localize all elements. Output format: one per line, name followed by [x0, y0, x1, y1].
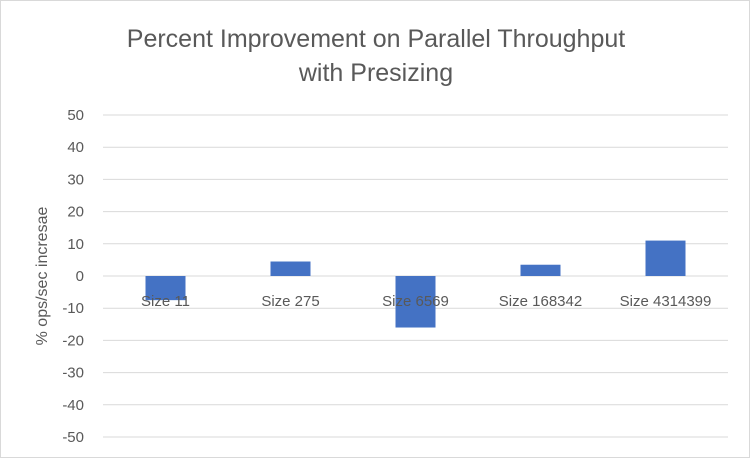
x-tick-label: Size 275: [261, 293, 319, 310]
bars: [145, 240, 686, 328]
x-tick-label: Size 11: [141, 293, 190, 310]
x-tick-label: Size 6569: [382, 293, 449, 310]
bar-size-11: [145, 276, 186, 301]
y-tick-label: 50: [67, 107, 84, 124]
y-tick-label: 30: [67, 171, 84, 188]
chart-title-line-1: Percent Improvement on Parallel Throughp…: [127, 25, 625, 53]
y-axis-label: % ops/sec incresae: [34, 207, 51, 346]
gridlines: [103, 114, 728, 438]
bar-size-4314399: [645, 240, 686, 276]
y-tick-label: -20: [62, 332, 84, 349]
y-tick-label: 10: [67, 236, 84, 253]
x-tick-label: Size 4314399: [620, 293, 712, 310]
bar-size-6569: [395, 276, 436, 328]
y-tick-label: -50: [62, 429, 84, 446]
chart-title-line-2: with Presizing: [298, 59, 453, 87]
x-tick-label: Size 168342: [499, 293, 582, 310]
y-tick-label: -10: [62, 300, 84, 317]
y-tick-label: -30: [62, 365, 84, 382]
x-axis-ticks: Size 11 Size 275 Size 6569 Size 168342 Size …: [141, 293, 711, 310]
y-tick-label: -40: [62, 397, 84, 414]
y-axis-ticks: 50 40 30 20 10 0 -10 -20 -30 -40 -50: [62, 107, 84, 446]
bar-size-275: [270, 261, 311, 276]
y-tick-label: 40: [67, 139, 84, 156]
y-tick-label: 0: [76, 268, 84, 285]
bar-size-168342: [520, 264, 561, 276]
y-tick-label: 20: [67, 204, 84, 221]
